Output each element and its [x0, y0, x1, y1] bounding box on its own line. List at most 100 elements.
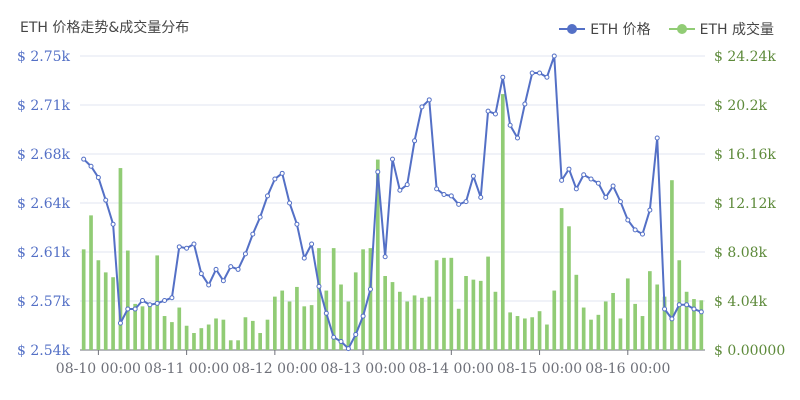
volume-bar[interactable]: [405, 301, 410, 350]
legend-item-volume[interactable]: ETH 成交量: [668, 19, 774, 39]
price-point[interactable]: [345, 346, 351, 352]
volume-bar[interactable]: [81, 249, 86, 350]
volume-bar[interactable]: [199, 328, 204, 350]
volume-bar[interactable]: [640, 316, 645, 350]
price-point[interactable]: [529, 70, 535, 76]
volume-bar[interactable]: [442, 257, 446, 350]
price-point[interactable]: [117, 320, 123, 326]
price-point[interactable]: [603, 194, 609, 200]
price-point[interactable]: [559, 177, 565, 183]
price-point[interactable]: [294, 221, 300, 227]
volume-bar[interactable]: [250, 320, 255, 350]
price-point[interactable]: [412, 138, 418, 144]
volume-bar[interactable]: [148, 306, 152, 350]
volume-bar[interactable]: [368, 248, 373, 350]
price-point[interactable]: [176, 244, 182, 250]
volume-bar[interactable]: [530, 317, 535, 350]
price-point[interactable]: [691, 306, 697, 312]
volume-bar[interactable]: [633, 303, 637, 350]
price-point[interactable]: [287, 200, 293, 206]
price-point[interactable]: [265, 193, 270, 199]
volume-bar[interactable]: [420, 297, 424, 350]
volume-bar[interactable]: [214, 318, 218, 350]
volume-bar[interactable]: [508, 312, 512, 350]
volume-bar[interactable]: [206, 324, 211, 350]
price-point[interactable]: [390, 156, 395, 162]
price-point[interactable]: [301, 255, 307, 261]
volume-bar[interactable]: [523, 318, 527, 350]
volume-bar[interactable]: [596, 314, 601, 350]
volume-bar[interactable]: [390, 282, 395, 350]
volume-bar[interactable]: [648, 271, 652, 350]
volume-bar[interactable]: [265, 319, 270, 350]
volume-bar[interactable]: [611, 292, 615, 350]
volume-bar[interactable]: [184, 325, 189, 350]
volume-bar[interactable]: [692, 299, 696, 350]
price-point[interactable]: [360, 313, 366, 319]
price-point[interactable]: [581, 172, 587, 178]
volume-bar[interactable]: [434, 260, 439, 350]
volume-bar[interactable]: [103, 272, 108, 350]
volume-bar[interactable]: [236, 340, 240, 350]
volume-bar[interactable]: [361, 249, 365, 350]
volume-bar[interactable]: [427, 296, 432, 350]
price-point[interactable]: [338, 339, 344, 345]
volume-bar[interactable]: [96, 260, 101, 350]
volume-bar[interactable]: [302, 306, 307, 350]
price-point[interactable]: [640, 231, 645, 237]
volume-bar[interactable]: [177, 307, 182, 350]
price-point[interactable]: [184, 245, 190, 251]
volume-bar[interactable]: [515, 316, 520, 350]
price-point[interactable]: [662, 306, 668, 312]
volume-bar[interactable]: [412, 295, 417, 350]
price-point[interactable]: [698, 309, 704, 315]
volume-bar[interactable]: [346, 301, 351, 350]
price-point[interactable]: [154, 300, 160, 306]
volume-bar[interactable]: [324, 290, 329, 350]
volume-bar[interactable]: [273, 296, 277, 350]
volume-bar[interactable]: [456, 308, 461, 350]
price-point[interactable]: [162, 298, 168, 304]
price-point[interactable]: [617, 199, 623, 205]
volume-bar[interactable]: [567, 226, 571, 350]
price-point[interactable]: [426, 97, 432, 103]
volume-bar[interactable]: [552, 290, 557, 350]
volume-bar[interactable]: [662, 296, 667, 350]
price-point[interactable]: [522, 101, 528, 107]
volume-bar[interactable]: [383, 276, 387, 350]
price-point[interactable]: [397, 187, 403, 193]
price-point[interactable]: [632, 227, 638, 233]
price-point[interactable]: [88, 163, 94, 169]
price-point[interactable]: [206, 282, 212, 288]
price-point[interactable]: [456, 201, 462, 207]
price-point[interactable]: [250, 231, 256, 237]
volume-bar[interactable]: [478, 280, 483, 350]
price-point[interactable]: [463, 199, 469, 205]
volume-bar[interactable]: [140, 306, 145, 350]
volume-bar[interactable]: [581, 307, 586, 350]
price-point[interactable]: [485, 108, 491, 114]
volume-bar[interactable]: [309, 305, 314, 350]
volume-bar[interactable]: [699, 300, 704, 350]
volume-bar[interactable]: [500, 94, 505, 350]
price-point[interactable]: [353, 331, 359, 337]
price-point[interactable]: [169, 295, 175, 301]
price-point[interactable]: [81, 156, 87, 162]
price-point[interactable]: [191, 241, 197, 247]
price-point[interactable]: [647, 207, 653, 213]
price-point[interactable]: [441, 192, 447, 198]
volume-bar[interactable]: [464, 276, 468, 350]
price-point[interactable]: [492, 111, 498, 117]
price-point[interactable]: [515, 135, 520, 141]
price-point[interactable]: [331, 334, 337, 340]
volume-bar[interactable]: [162, 316, 167, 350]
volume-bar[interactable]: [684, 291, 689, 350]
price-point[interactable]: [125, 306, 131, 312]
price-point[interactable]: [544, 74, 550, 80]
volume-bar[interactable]: [471, 279, 476, 350]
price-point[interactable]: [103, 197, 109, 203]
price-point[interactable]: [669, 316, 675, 322]
price-point[interactable]: [566, 166, 572, 172]
price-point[interactable]: [228, 264, 234, 270]
volume-bar[interactable]: [603, 301, 608, 350]
